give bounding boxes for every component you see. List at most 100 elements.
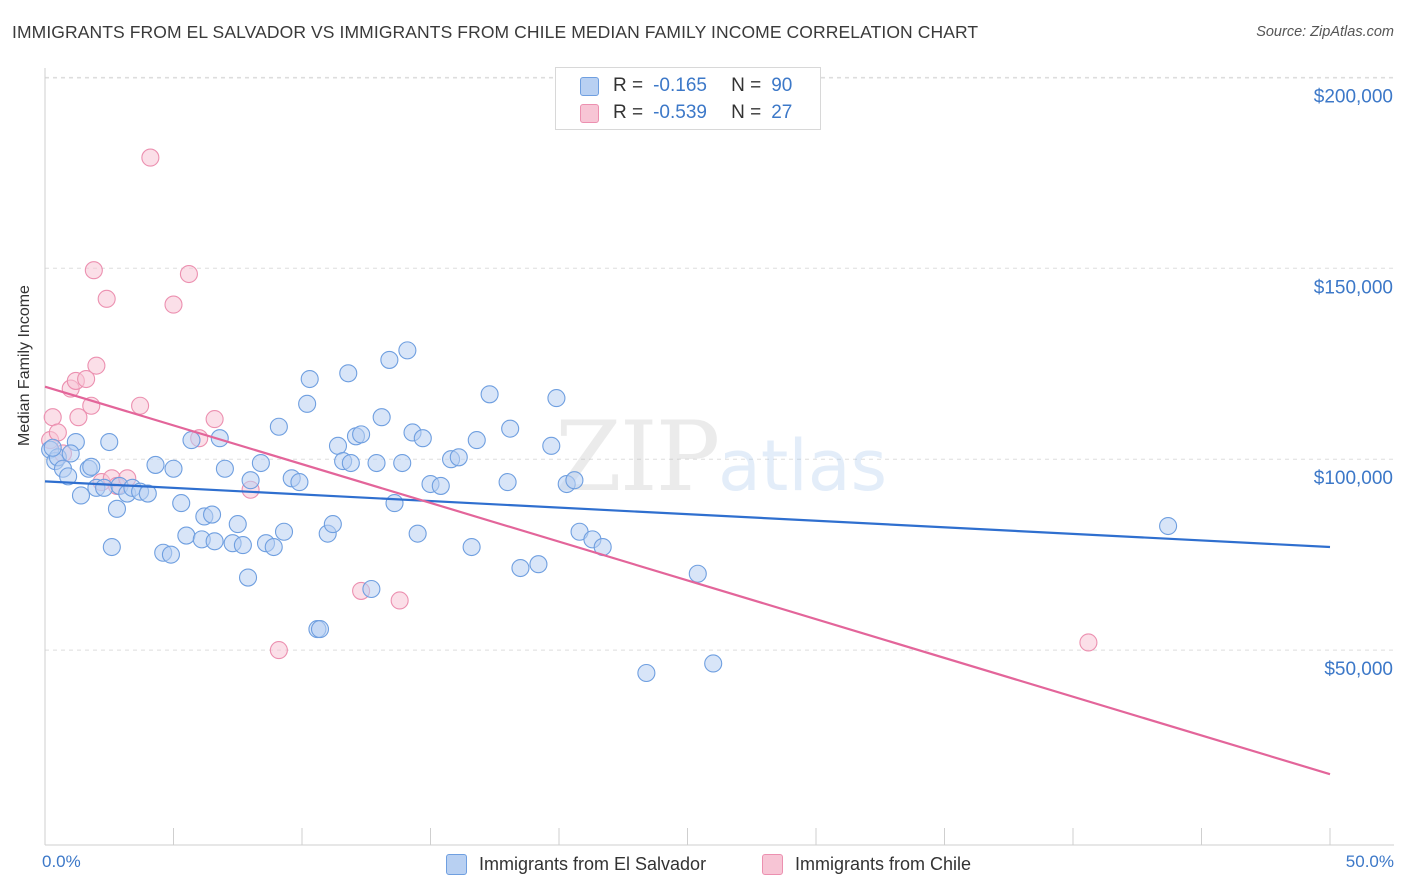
el-salvador-point xyxy=(398,341,417,360)
legend-n-label: N = xyxy=(731,75,762,96)
el-salvador-point xyxy=(462,537,481,557)
chile-point xyxy=(48,423,67,442)
el-salvador-point xyxy=(385,494,404,513)
el-salvador-point xyxy=(138,484,157,503)
el-salvador-point xyxy=(372,408,391,427)
y-tick-label: $150,000 xyxy=(1314,277,1393,298)
chile-point xyxy=(77,369,96,389)
chile-point xyxy=(1079,633,1098,652)
legend-n-value: 27 xyxy=(771,102,793,123)
trend-lines xyxy=(44,385,1331,776)
el-salvador-point xyxy=(380,350,399,369)
watermark: ZIP atlas xyxy=(555,401,887,513)
chile-point xyxy=(390,591,409,610)
el-salvador-point xyxy=(161,545,180,564)
chile-point xyxy=(205,410,224,429)
el-salvador-point xyxy=(264,537,283,557)
chart-title: IMMIGRANTS FROM EL SALVADOR VS IMMIGRANT… xyxy=(12,22,979,42)
el-salvador-point xyxy=(71,486,91,505)
el-salvador-point xyxy=(182,431,201,450)
el-salvador-point xyxy=(467,431,486,450)
el-salvador-point xyxy=(100,432,119,452)
legend-n-value: 90 xyxy=(771,75,793,96)
x-tick-label-max: 50.0% xyxy=(1345,852,1394,871)
y-tick-label: $200,000 xyxy=(1314,86,1393,107)
el-salvador-point xyxy=(529,555,548,574)
chile-point xyxy=(141,148,160,167)
y-tick-labels: $50,000 $100,000 $150,000 $200,000 xyxy=(1314,86,1393,680)
el-salvador-point xyxy=(310,620,330,639)
legend-row-chile: R = -0.539 N = 27 xyxy=(580,100,792,126)
el-salvador-point xyxy=(501,419,520,438)
el-salvador-point xyxy=(1159,516,1178,536)
el-salvador-point xyxy=(688,564,707,583)
el-salvador-point xyxy=(408,524,427,543)
chile-point xyxy=(164,295,183,314)
y-tick-label: $50,000 xyxy=(1324,659,1393,680)
el-salvador-point xyxy=(547,389,566,408)
el-salvador-trend-line xyxy=(44,480,1331,549)
el-salvador-point xyxy=(205,532,224,551)
source-credit: Source: ZipAtlas.com xyxy=(1256,24,1394,40)
el-salvador-point xyxy=(164,459,183,478)
el-salvador-point xyxy=(241,471,260,490)
legend-swatch-blue xyxy=(446,853,467,875)
el-salvador-point xyxy=(238,568,258,587)
el-salvador-point xyxy=(511,558,530,578)
legend-r-value: -0.539 xyxy=(653,102,707,123)
el-salvador-point xyxy=(102,537,121,557)
el-salvador-point xyxy=(480,385,499,404)
el-salvador-point xyxy=(341,453,360,473)
el-salvador-point xyxy=(431,476,450,495)
legend-swatch-pink xyxy=(762,853,783,875)
el-salvador-point xyxy=(328,436,348,455)
el-salvador-point xyxy=(233,536,252,555)
chile-point xyxy=(87,356,106,375)
x-tick-label-min: 0.0% xyxy=(42,852,81,871)
legend-n-label: N = xyxy=(731,102,762,123)
el-salvador-point xyxy=(210,429,229,448)
el-salvador-point xyxy=(367,453,386,473)
el-salvador-point xyxy=(172,494,191,513)
el-salvador-point xyxy=(637,663,656,683)
el-salvador-point xyxy=(95,478,114,497)
legend-r-value: -0.165 xyxy=(653,75,707,96)
el-salvador-points xyxy=(41,341,1178,683)
legend-label-el-salvador: Immigrants from El Salvador xyxy=(479,853,707,874)
bottom-legend-chile[interactable]: Immigrants from Chile xyxy=(762,852,971,876)
el-salvador-point xyxy=(269,417,288,436)
el-salvador-point xyxy=(146,455,165,474)
axes xyxy=(44,68,1394,846)
el-salvador-point xyxy=(203,505,222,524)
el-salvador-point xyxy=(565,471,584,490)
y-tick-label: $100,000 xyxy=(1314,468,1393,489)
chile-point xyxy=(97,289,116,308)
el-salvador-point xyxy=(43,438,62,457)
stats-legend: R = -0.165 N = 90 R = -0.539 N = 27 xyxy=(555,67,821,130)
grid-lines xyxy=(45,76,1394,651)
el-salvador-point xyxy=(82,457,101,476)
el-salvador-point xyxy=(323,515,342,534)
el-salvador-point xyxy=(228,515,247,534)
el-salvador-point xyxy=(298,394,317,413)
el-salvador-point xyxy=(352,425,371,444)
el-salvador-point xyxy=(362,579,381,599)
el-salvador-point xyxy=(61,444,80,463)
el-salvador-point xyxy=(498,473,517,492)
chile-point xyxy=(179,264,198,284)
legend-r-label: R = xyxy=(613,102,644,123)
chile-point xyxy=(269,641,288,660)
el-salvador-point xyxy=(413,429,432,448)
el-salvador-point xyxy=(339,364,358,383)
watermark-zip: ZIP xyxy=(555,401,718,513)
el-salvador-point xyxy=(449,448,468,467)
chile-point xyxy=(69,408,88,427)
legend-swatch-blue xyxy=(580,76,599,96)
legend-label-chile: Immigrants from Chile xyxy=(795,853,972,874)
bottom-legend-el-salvador[interactable]: Immigrants from El Salvador xyxy=(446,852,706,876)
el-salvador-point xyxy=(177,526,196,545)
y-axis-label: Median Family Income xyxy=(16,285,33,446)
chile-trend-line xyxy=(44,385,1331,776)
watermark-atlas: atlas xyxy=(718,425,887,507)
